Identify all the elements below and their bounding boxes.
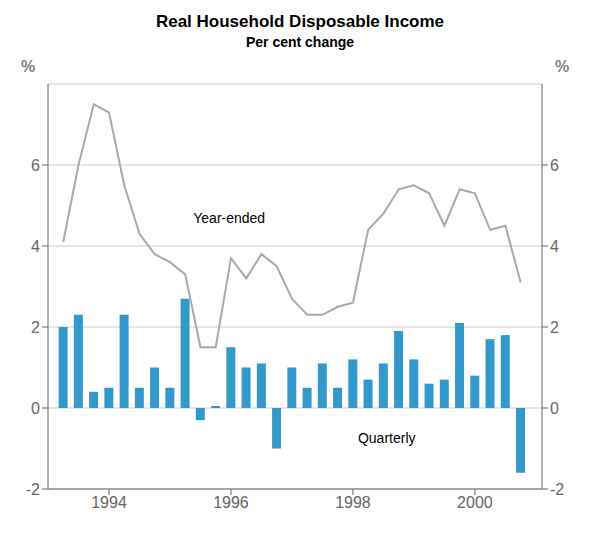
svg-text:2: 2 bbox=[550, 319, 559, 336]
svg-text:0: 0 bbox=[31, 400, 40, 417]
svg-text:6: 6 bbox=[31, 157, 40, 174]
svg-text:4: 4 bbox=[31, 238, 40, 255]
svg-text:-2: -2 bbox=[550, 481, 564, 498]
svg-text:2: 2 bbox=[31, 319, 40, 336]
svg-text:0: 0 bbox=[550, 400, 559, 417]
svg-text:1996: 1996 bbox=[213, 494, 249, 511]
svg-text:-2: -2 bbox=[26, 481, 40, 498]
svg-text:Quarterly: Quarterly bbox=[358, 430, 416, 446]
html-text:Real Household Disposable Inco: Real Household Disposable Income bbox=[155, 12, 445, 31]
svg-text:2000: 2000 bbox=[457, 494, 493, 511]
svg-text:6: 6 bbox=[550, 157, 559, 174]
svg-text:Year-ended: Year-ended bbox=[193, 210, 265, 226]
html-text:Per cent change: Per cent change bbox=[245, 34, 355, 50]
svg-text:%: % bbox=[21, 58, 35, 75]
svg-text:1998: 1998 bbox=[335, 494, 371, 511]
svg-text:1994: 1994 bbox=[91, 494, 127, 511]
svg-text:%: % bbox=[555, 58, 569, 75]
svg-text:4: 4 bbox=[550, 238, 559, 255]
